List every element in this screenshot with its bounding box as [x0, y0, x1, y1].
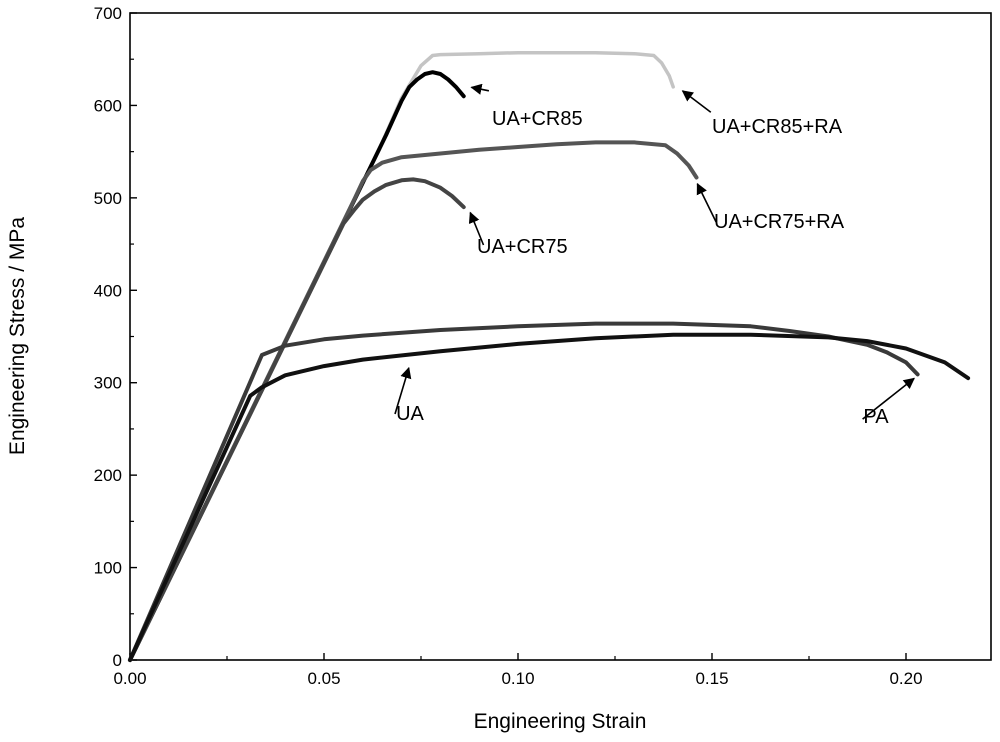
y-tick-label: 300: [94, 374, 122, 393]
y-tick-label: 100: [94, 559, 122, 578]
annotation-label: PA: [863, 406, 889, 428]
y-tick-label: 0: [113, 651, 122, 670]
series-line-ua-cr85: [128, 70, 466, 662]
annotation-label: UA+CR85: [492, 108, 583, 130]
y-axis-title: Engineering Stress / MPa: [6, 217, 29, 455]
series-layer: [128, 50, 971, 662]
series-line-ua-cr75: [128, 177, 466, 662]
annotation-arrow: [468, 211, 485, 246]
annotation-label: UA+CR85+RA: [712, 116, 843, 138]
annotation-label: UA: [396, 403, 424, 425]
annotation-arrow: [862, 377, 915, 420]
annotation-label: UA+CR75: [477, 236, 568, 258]
series-line-ua-cr75-ra: [128, 140, 699, 662]
x-tick-label: 0.05: [307, 669, 340, 688]
y-tick-label: 400: [94, 281, 122, 300]
y-tick-label: 600: [94, 96, 122, 115]
annotation-arrow: [394, 366, 412, 415]
y-tick-label: 200: [94, 466, 122, 485]
x-tick-label: 0.00: [113, 669, 146, 688]
annotation-arrow: [470, 83, 490, 95]
y-tick-label: 500: [94, 189, 122, 208]
x-tick-label: 0.20: [889, 669, 922, 688]
annotation-label: UA+CR75+RA: [714, 211, 845, 233]
y-axis: 0 100 200 300 400 500 600 700: [94, 4, 137, 670]
annotation-arrow: [696, 182, 717, 223]
annotation-arrow: [681, 90, 712, 113]
x-tick-label: 0.15: [695, 669, 728, 688]
series-line-ua: [128, 332, 971, 662]
series-line-pa: [128, 321, 920, 662]
y-tick-label: 700: [94, 4, 122, 23]
x-axis: 0.00 0.05 0.10 0.15 0.20: [113, 653, 923, 688]
x-tick-label: 0.10: [501, 669, 534, 688]
annotation-layer: UA+CR85 UA+CR85+RA UA+CR75+RA UA+CR75 UA PA: [394, 83, 915, 428]
x-axis-title: Engineering Strain: [474, 710, 647, 733]
